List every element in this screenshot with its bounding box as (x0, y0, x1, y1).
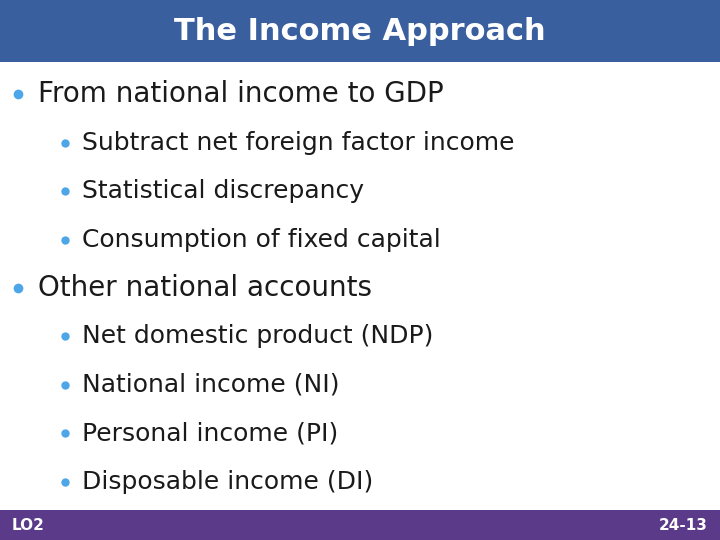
Text: From national income to GDP: From national income to GDP (38, 80, 444, 108)
Text: LO2: LO2 (12, 517, 45, 532)
Text: Other national accounts: Other national accounts (38, 274, 372, 302)
Text: Personal income (PI): Personal income (PI) (82, 421, 338, 445)
Text: Net domestic product (NDP): Net domestic product (NDP) (82, 325, 433, 348)
Text: Consumption of fixed capital: Consumption of fixed capital (82, 227, 441, 252)
Text: 24-13: 24-13 (659, 517, 708, 532)
Bar (0, 510, 720, 540)
Text: National income (NI): National income (NI) (82, 373, 340, 397)
Bar (0, 0, 720, 62)
Text: Statistical discrepancy: Statistical discrepancy (82, 179, 364, 203)
Text: Subtract net foreign factor income: Subtract net foreign factor income (82, 131, 515, 154)
Text: Disposable income (DI): Disposable income (DI) (82, 470, 373, 494)
Text: The Income Approach: The Income Approach (174, 17, 546, 45)
